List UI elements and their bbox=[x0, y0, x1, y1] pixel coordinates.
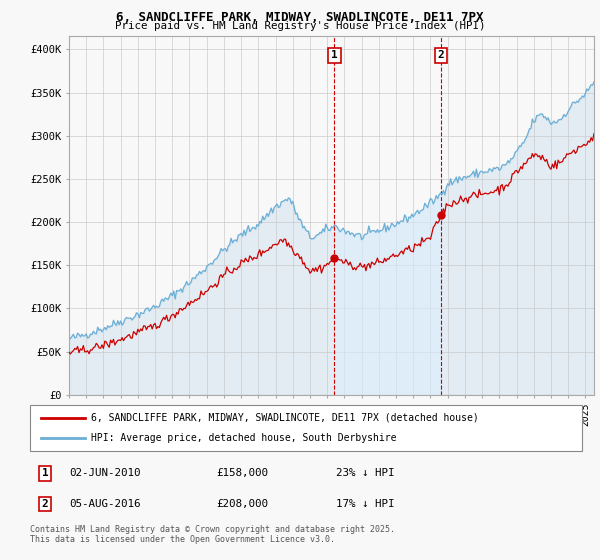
Text: £208,000: £208,000 bbox=[216, 499, 268, 509]
Text: 6, SANDCLIFFE PARK, MIDWAY, SWADLINCOTE, DE11 7PX (detached house): 6, SANDCLIFFE PARK, MIDWAY, SWADLINCOTE,… bbox=[91, 413, 478, 423]
Text: 17% ↓ HPI: 17% ↓ HPI bbox=[336, 499, 395, 509]
Text: 2: 2 bbox=[437, 50, 444, 60]
Text: HPI: Average price, detached house, South Derbyshire: HPI: Average price, detached house, Sout… bbox=[91, 433, 396, 443]
Text: 05-AUG-2016: 05-AUG-2016 bbox=[69, 499, 140, 509]
Text: 23% ↓ HPI: 23% ↓ HPI bbox=[336, 468, 395, 478]
Text: 1: 1 bbox=[331, 50, 338, 60]
Text: 2: 2 bbox=[41, 499, 49, 509]
Text: £158,000: £158,000 bbox=[216, 468, 268, 478]
Text: Contains HM Land Registry data © Crown copyright and database right 2025.
This d: Contains HM Land Registry data © Crown c… bbox=[30, 525, 395, 544]
Text: 6, SANDCLIFFE PARK, MIDWAY, SWADLINCOTE, DE11 7PX: 6, SANDCLIFFE PARK, MIDWAY, SWADLINCOTE,… bbox=[116, 11, 484, 24]
Text: Price paid vs. HM Land Registry's House Price Index (HPI): Price paid vs. HM Land Registry's House … bbox=[115, 21, 485, 31]
Text: 1: 1 bbox=[41, 468, 49, 478]
Text: 02-JUN-2010: 02-JUN-2010 bbox=[69, 468, 140, 478]
FancyBboxPatch shape bbox=[30, 405, 582, 451]
